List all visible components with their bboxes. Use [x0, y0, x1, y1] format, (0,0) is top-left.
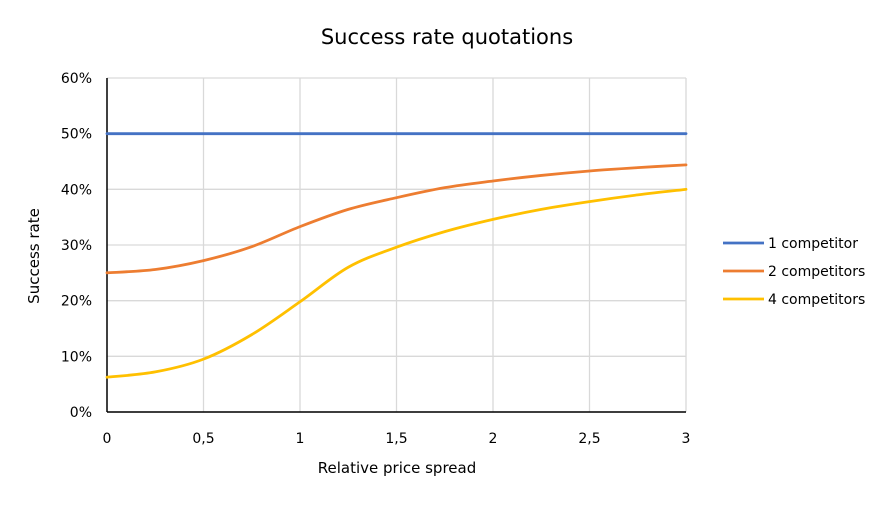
- x-tick-label: 0,5: [192, 431, 214, 447]
- y-tick-label: 40%: [61, 182, 92, 198]
- legend-label: 4 competitors: [768, 292, 865, 308]
- x-axis-label: Relative price spread: [318, 459, 476, 477]
- x-tick-label: 2: [489, 431, 498, 447]
- legend-label: 1 competitor: [768, 236, 858, 252]
- series-line-2: [105, 163, 688, 275]
- x-tick-label: 0: [103, 431, 112, 447]
- y-tick-label: 10%: [61, 349, 92, 365]
- y-tick-label: 20%: [61, 294, 92, 310]
- y-tick-label: 60%: [61, 71, 92, 87]
- x-tick-label: 1,5: [385, 431, 407, 447]
- y-tick-label: 0%: [70, 405, 92, 421]
- legend-label: 2 competitors: [768, 264, 865, 280]
- tick-labels: 0% 10% 20% 30% 40% 50% 60% 0 0,5 1 1,5 2 2,5 3: [61, 71, 691, 447]
- y-axis-label: Success rate: [25, 208, 43, 304]
- series-line-3: [105, 187, 688, 379]
- legend-item: 2 competitors: [723, 264, 865, 280]
- chart-title: Success rate quotations: [321, 25, 573, 49]
- x-tick-label: 3: [682, 431, 691, 447]
- series-lines: [105, 132, 688, 379]
- legend-item: 1 competitor: [723, 236, 858, 252]
- y-tick-label: 30%: [61, 238, 92, 254]
- x-tick-label: 2,5: [578, 431, 600, 447]
- x-tick-label: 1: [296, 431, 305, 447]
- legend: 1 competitor 2 competitors 4 competitors: [723, 236, 865, 308]
- y-tick-label: 50%: [61, 127, 92, 143]
- legend-item: 4 competitors: [723, 292, 865, 308]
